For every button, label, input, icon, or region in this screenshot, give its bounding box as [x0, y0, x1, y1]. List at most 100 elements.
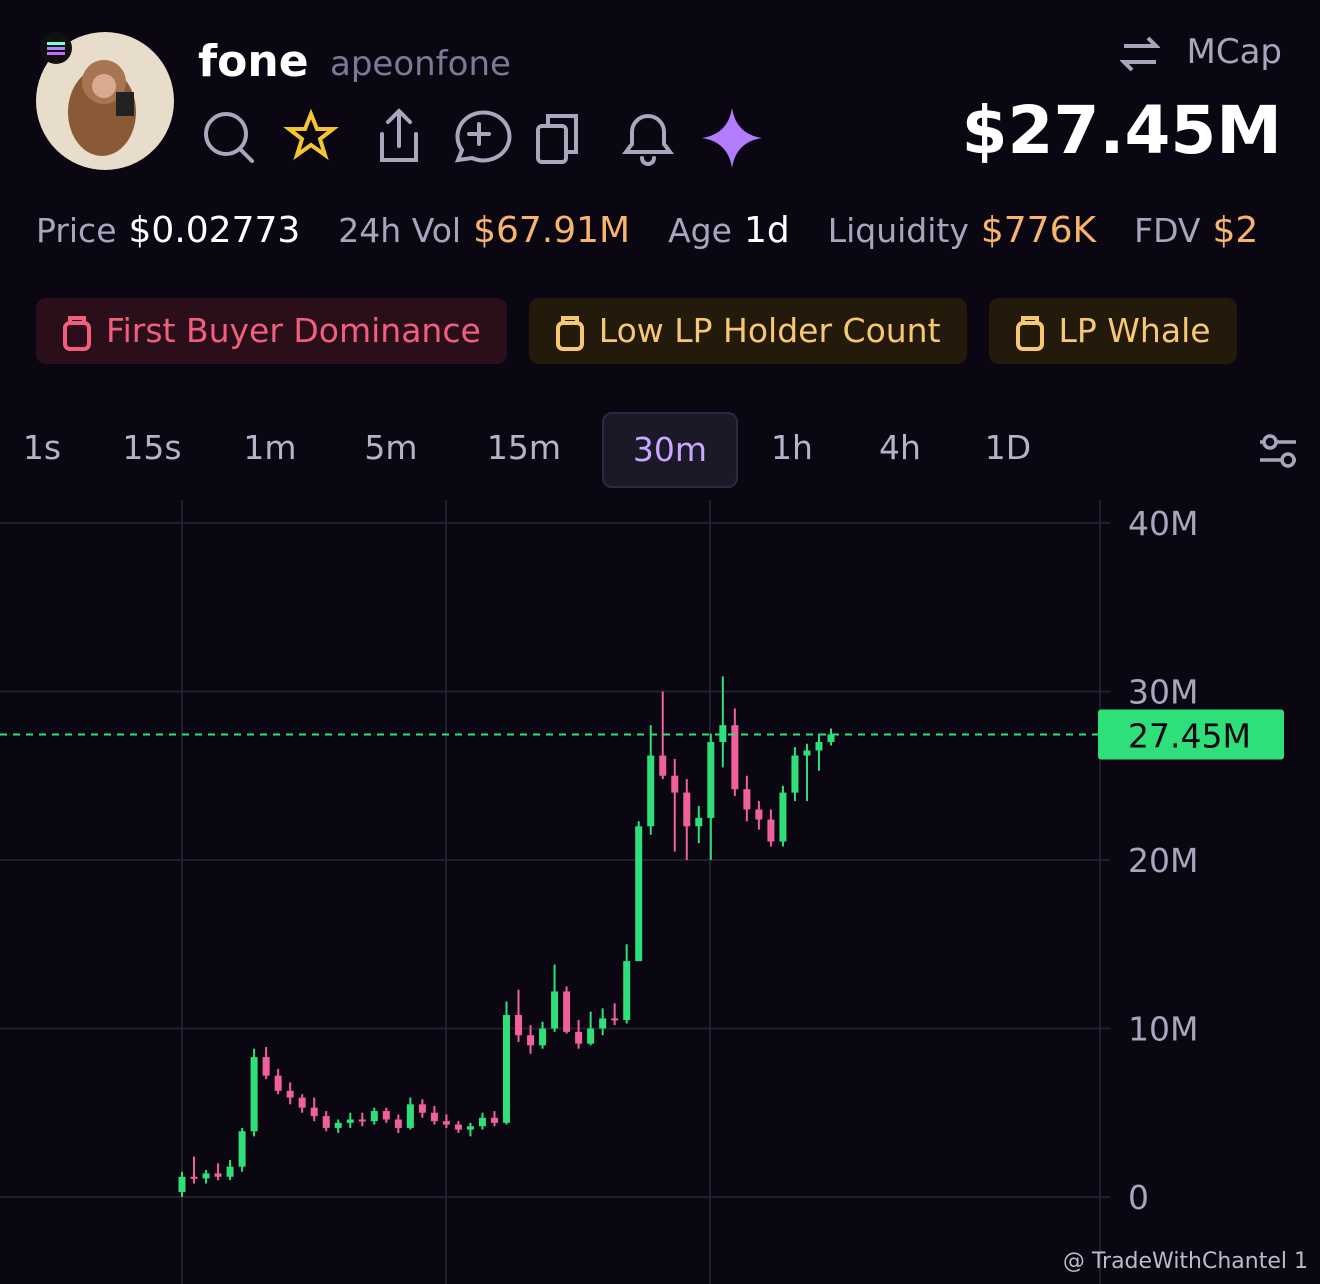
avatar [36, 32, 174, 170]
token-handle: apeonfone [330, 44, 511, 84]
swap-icon[interactable] [1120, 34, 1160, 74]
badge-text: LP Whale [1058, 311, 1211, 350]
candle-body [262, 1057, 270, 1076]
candle-body [611, 1018, 619, 1021]
candle-body [707, 742, 715, 818]
stat-label: FDV [1134, 211, 1201, 250]
candle-body [358, 1119, 366, 1122]
candle-body [202, 1173, 210, 1179]
candle-body [563, 991, 571, 1032]
timeframe-option[interactable]: 1h [771, 428, 813, 467]
token-name: fone [198, 36, 309, 87]
candle-body [827, 734, 835, 743]
timeframe-option[interactable]: 1s [22, 428, 62, 467]
candle-body [334, 1122, 342, 1128]
candle-body [515, 1015, 523, 1036]
timeframe-option[interactable]: 5m [364, 428, 418, 467]
candle-body [442, 1121, 450, 1125]
candle-body [418, 1104, 426, 1113]
stat-value: $776K [980, 210, 1097, 251]
candle-body [190, 1176, 198, 1179]
candle-body [683, 792, 691, 827]
candle-body [731, 725, 739, 790]
watermark: @ TradeWithChantel 1 [1062, 1249, 1308, 1274]
stat-value: 1d [743, 210, 790, 251]
candle-body [719, 725, 727, 743]
stat-value: $67.91M [473, 210, 631, 251]
y-tick-label: 40M [1128, 504, 1198, 543]
candle-body [815, 742, 823, 751]
candle-body [238, 1131, 246, 1167]
stat-label: Liquidity [827, 211, 969, 250]
settings-icon[interactable] [1258, 432, 1298, 472]
chart: 0 10M 20M 30M 40M 27.45M [0, 500, 1284, 1284]
current-price-box [1098, 709, 1284, 760]
candle-body [695, 817, 703, 827]
badges: First Buyer Dominance Low LP Holder Count… [36, 298, 1284, 366]
candle-body [454, 1124, 462, 1130]
timeframe-option[interactable]: 30m [602, 412, 738, 488]
candle-body [503, 1015, 510, 1123]
timeframe-option[interactable]: 4h [879, 428, 921, 467]
candle-body [623, 961, 631, 1021]
candle-body [478, 1117, 486, 1127]
candle-body [791, 755, 799, 793]
candle-body [226, 1166, 234, 1177]
candle-body [430, 1112, 438, 1122]
timeframe-option[interactable]: 1D [984, 428, 1032, 467]
candle-body [527, 1035, 535, 1046]
risk-badge[interactable]: First Buyer Dominance [36, 298, 507, 364]
candle-body [659, 755, 667, 776]
candle-body [346, 1119, 354, 1123]
y-tick-label: 30M [1128, 673, 1198, 712]
candle-body [310, 1107, 318, 1117]
metric-label[interactable]: MCap [1186, 32, 1283, 72]
y-tick-label: 10M [1128, 1010, 1198, 1049]
badge-text: First Buyer Dominance [106, 311, 481, 350]
candle-body [322, 1116, 330, 1128]
candle-body [671, 775, 679, 793]
y-tick-label: 0 [1128, 1178, 1149, 1217]
badge-icon [63, 315, 91, 351]
candle-body [466, 1126, 474, 1130]
stats-row: Price $0.02773 24h Vol $67.91M Age 1d Liquidit… [36, 210, 1284, 251]
stat-label: 24h Vol [338, 211, 462, 250]
risk-badge[interactable]: Low LP Holder Count [528, 298, 967, 364]
candle-body [298, 1097, 306, 1108]
candle-body [490, 1117, 498, 1123]
candle-body [767, 819, 775, 842]
candle-body [779, 792, 787, 842]
badge-icon [1015, 315, 1044, 351]
candle-body [370, 1111, 378, 1122]
candle-body [755, 809, 763, 820]
candle-body [286, 1090, 294, 1098]
stat-value: $2 [1212, 210, 1259, 251]
toolbar[interactable] [196, 104, 776, 170]
candle-body [274, 1075, 282, 1091]
timeframe-option[interactable]: 15s [122, 428, 182, 467]
candle-body [635, 826, 643, 962]
risk-badge[interactable]: LP Whale [988, 298, 1237, 364]
candle-body [587, 1028, 595, 1044]
timeframe-option[interactable]: 15m [486, 428, 562, 467]
candle-body [382, 1111, 390, 1120]
candle-body [394, 1119, 402, 1128]
timeframe-option[interactable]: 1m [243, 428, 297, 467]
candle-body [539, 1028, 547, 1046]
candle-body [575, 1031, 583, 1044]
candle-body [178, 1176, 186, 1192]
candle-body [599, 1018, 607, 1029]
badge-text: Low LP Holder Count [598, 311, 941, 350]
stat-value: $0.02773 [128, 210, 301, 251]
candle-body [250, 1057, 258, 1132]
metric-value: $27.45M [961, 92, 1282, 169]
stat-label: Age [668, 211, 732, 250]
candle-body [551, 991, 559, 1029]
candle-body [803, 750, 811, 756]
candle-body [406, 1104, 414, 1128]
timeframes: 1s 15s 1m 5m 15m 30m 1h 4h 1D [0, 412, 1240, 488]
stat-label: Price [36, 211, 117, 250]
candle-body [647, 755, 655, 827]
candle-body [214, 1173, 222, 1177]
